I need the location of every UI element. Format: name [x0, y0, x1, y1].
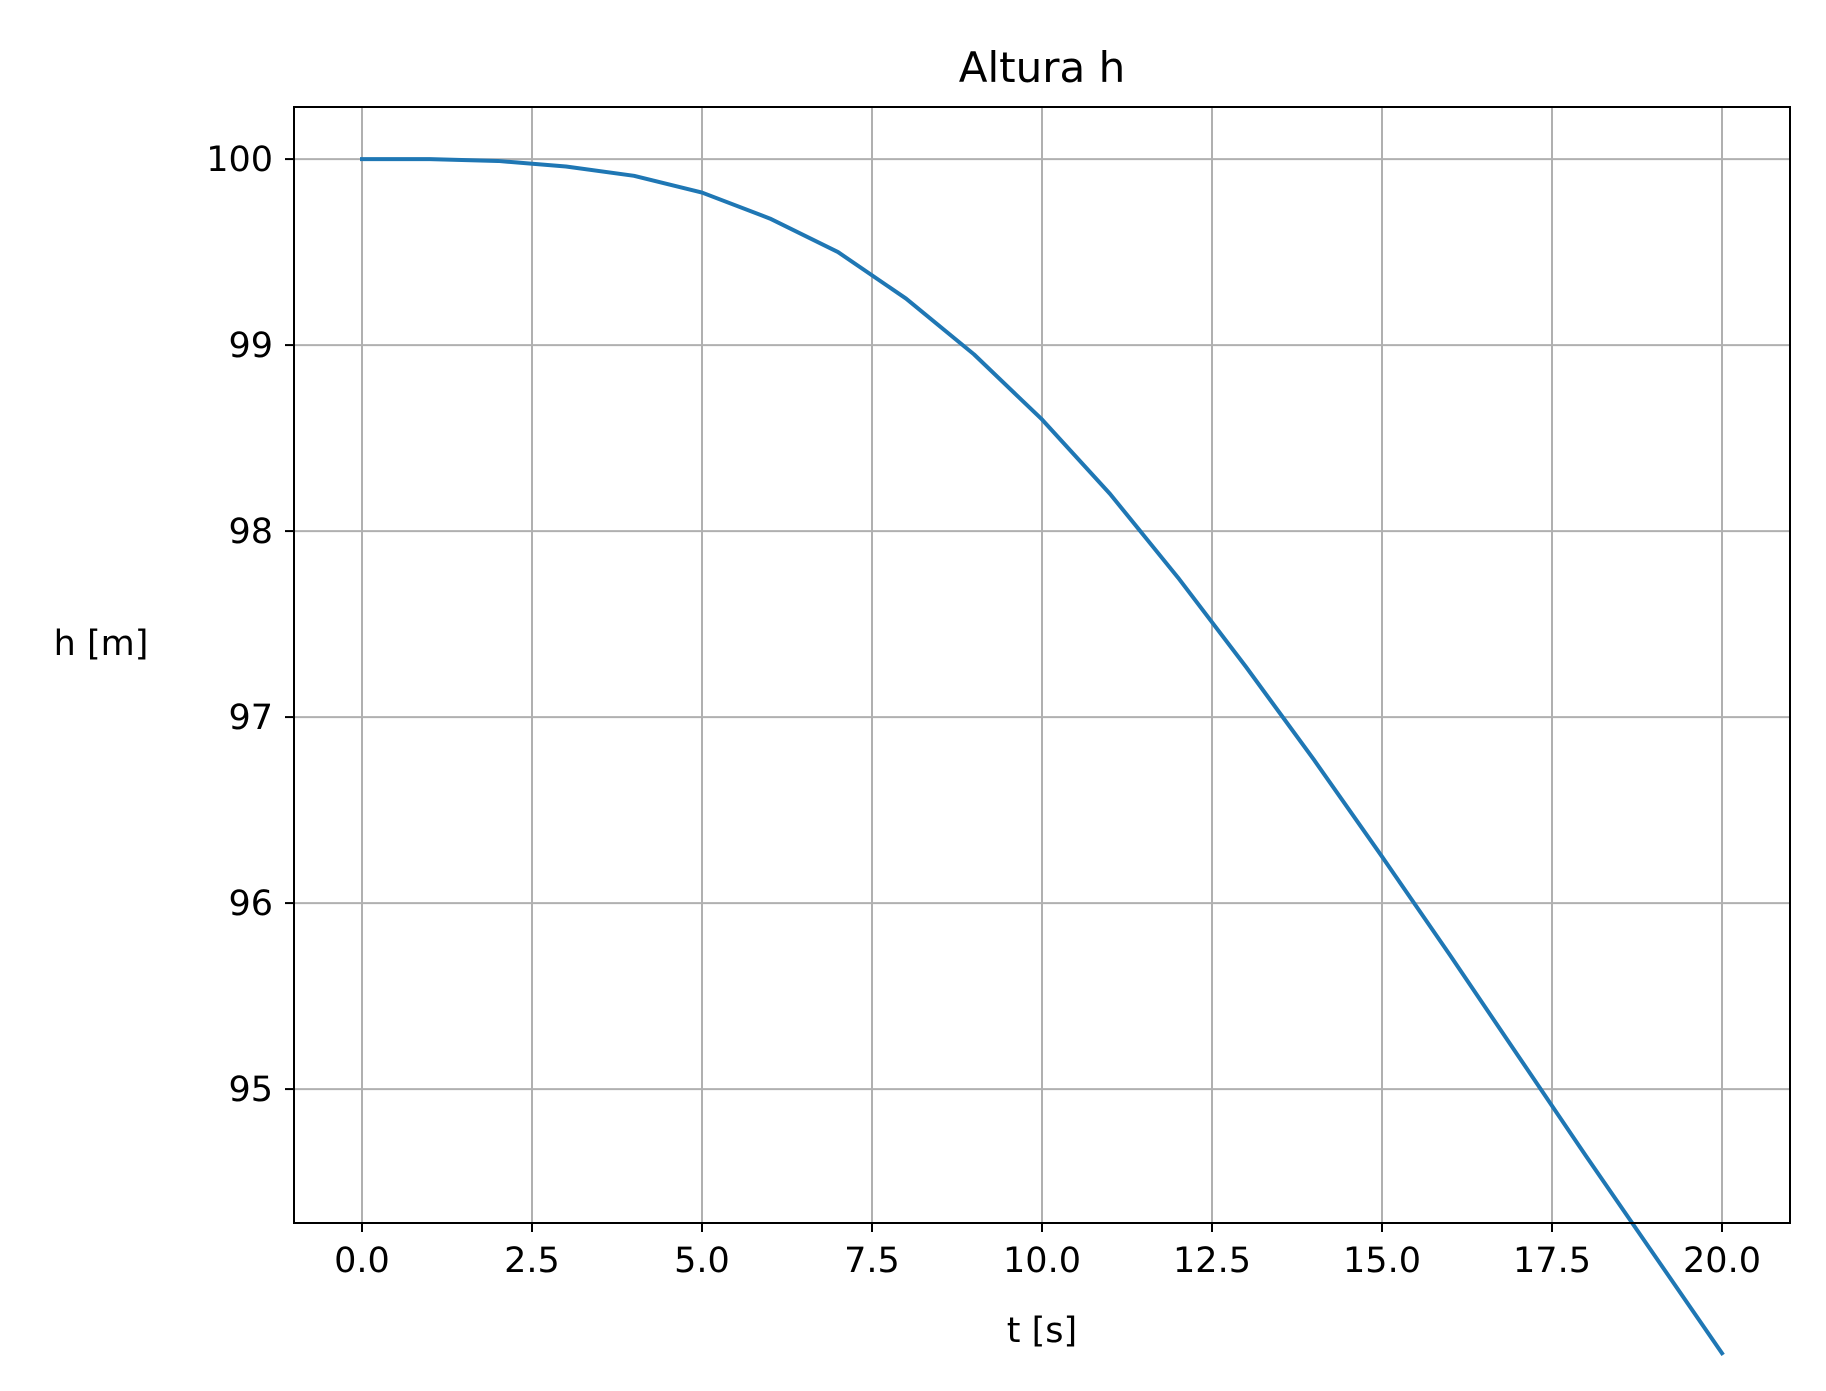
x-tick-label: 5.0 [674, 1241, 730, 1281]
y-axis-ticks: 95 96 97 98 99 100 [206, 140, 294, 1110]
x-tick-label: 15.0 [1343, 1241, 1421, 1281]
series-line [360, 157, 1725, 1356]
y-tick-label: 98 [228, 512, 273, 552]
x-tick-label: 0.0 [334, 1241, 390, 1281]
x-tick-label: 7.5 [844, 1241, 900, 1281]
y-tick-label: 100 [206, 140, 273, 180]
x-tick-label: 12.5 [1173, 1241, 1251, 1281]
y-axis-label: h [m] [54, 624, 149, 664]
x-tick-label: 2.5 [504, 1241, 560, 1281]
x-tick-label: 20.0 [1683, 1241, 1761, 1281]
x-tick-label: 17.5 [1513, 1241, 1591, 1281]
series-lines [360, 157, 1725, 1356]
chart-title: Altura h [959, 43, 1125, 92]
y-tick-label: 95 [228, 1070, 273, 1110]
y-tick-label: 97 [228, 698, 273, 738]
x-tick-label: 10.0 [1003, 1241, 1081, 1281]
x-axis-ticks: 0.0 2.5 5.0 7.5 10.0 12.5 15.0 17.5 20.0 [334, 1223, 1761, 1281]
y-tick-label: 96 [228, 884, 273, 924]
y-tick-label: 99 [228, 326, 273, 366]
x-axis-label: t [s] [1007, 1311, 1077, 1351]
